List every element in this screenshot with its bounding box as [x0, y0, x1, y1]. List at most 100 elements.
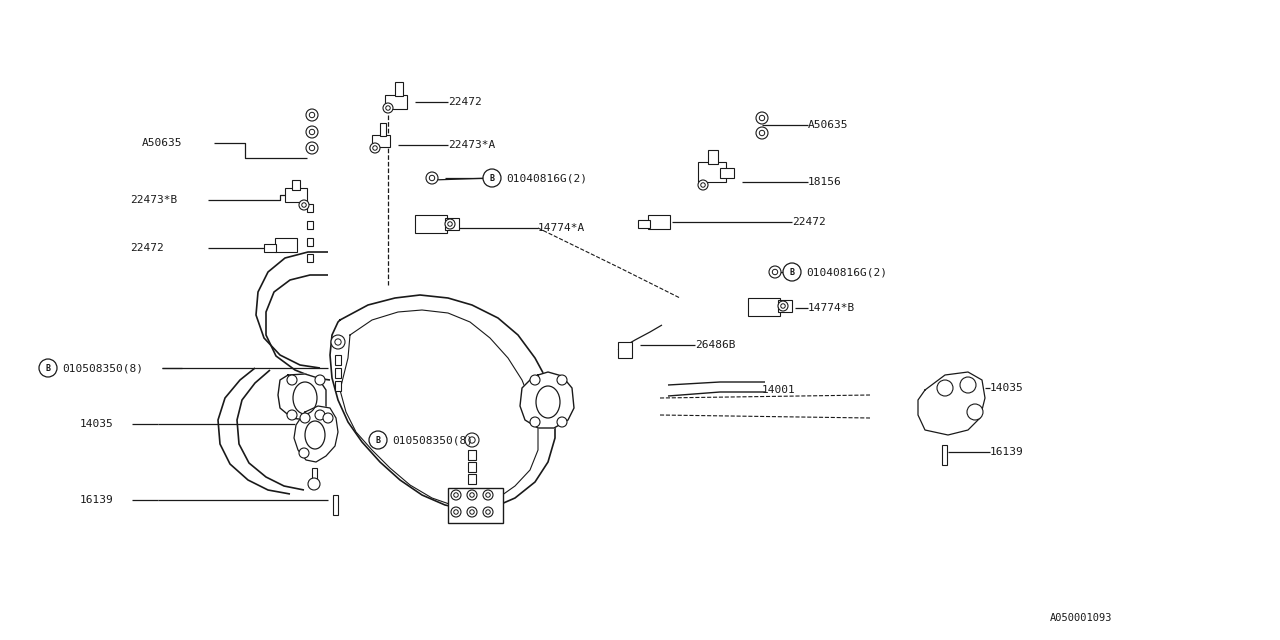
Polygon shape — [330, 295, 556, 510]
Text: 18156: 18156 — [808, 177, 842, 187]
Text: 16139: 16139 — [989, 447, 1024, 457]
Bar — [307, 221, 314, 229]
Circle shape — [530, 375, 540, 385]
Circle shape — [759, 115, 764, 121]
Circle shape — [470, 493, 475, 497]
Text: 22472: 22472 — [792, 217, 826, 227]
Circle shape — [308, 478, 320, 490]
Circle shape — [772, 269, 778, 275]
Text: B: B — [790, 268, 795, 276]
Circle shape — [300, 448, 308, 458]
Circle shape — [778, 301, 788, 311]
Circle shape — [453, 509, 458, 515]
Polygon shape — [294, 406, 338, 462]
Circle shape — [467, 490, 477, 500]
Bar — [748, 298, 780, 316]
Text: B: B — [489, 173, 494, 182]
Text: 14035: 14035 — [81, 419, 114, 429]
Circle shape — [483, 490, 493, 500]
Circle shape — [300, 200, 308, 210]
Bar — [380, 123, 387, 136]
Circle shape — [369, 431, 387, 449]
Bar — [637, 220, 650, 228]
Bar — [618, 342, 632, 358]
Text: A50635: A50635 — [808, 120, 849, 130]
Bar — [307, 238, 314, 246]
Circle shape — [306, 126, 317, 138]
Circle shape — [470, 509, 475, 515]
Circle shape — [38, 359, 58, 377]
Circle shape — [332, 335, 346, 349]
Text: 01040816G(2): 01040816G(2) — [506, 173, 588, 183]
Text: 14774*A: 14774*A — [538, 223, 585, 233]
Circle shape — [557, 375, 567, 385]
Circle shape — [287, 410, 297, 420]
Circle shape — [700, 183, 705, 188]
Bar — [468, 462, 476, 472]
Circle shape — [448, 221, 452, 227]
Circle shape — [310, 129, 315, 134]
Text: 22473*A: 22473*A — [448, 140, 495, 150]
Circle shape — [465, 433, 479, 447]
Text: 16139: 16139 — [81, 495, 114, 505]
Bar — [445, 218, 460, 230]
Circle shape — [323, 413, 333, 423]
Circle shape — [756, 127, 768, 139]
Bar — [307, 204, 314, 212]
Text: A50635: A50635 — [142, 138, 183, 148]
Bar — [942, 445, 947, 465]
Bar — [415, 215, 447, 233]
Circle shape — [385, 106, 390, 110]
Circle shape — [287, 375, 297, 385]
Polygon shape — [918, 372, 986, 435]
Bar — [385, 95, 407, 109]
Bar — [721, 168, 733, 178]
Circle shape — [557, 417, 567, 427]
Bar — [292, 180, 300, 190]
Circle shape — [759, 131, 764, 136]
Bar — [468, 450, 476, 460]
Bar — [264, 244, 276, 252]
Text: 14035: 14035 — [989, 383, 1024, 393]
Bar — [285, 188, 307, 202]
Bar — [698, 162, 726, 182]
Circle shape — [451, 490, 461, 500]
Text: 22472: 22472 — [448, 97, 481, 107]
Ellipse shape — [536, 386, 561, 418]
Circle shape — [426, 172, 438, 184]
Circle shape — [960, 377, 977, 393]
Circle shape — [698, 180, 708, 190]
Circle shape — [310, 145, 315, 150]
Circle shape — [756, 112, 768, 124]
Circle shape — [451, 507, 461, 517]
Circle shape — [485, 493, 490, 497]
Bar — [448, 488, 503, 523]
Text: 22472: 22472 — [131, 243, 164, 253]
Text: 14001: 14001 — [762, 385, 796, 395]
Circle shape — [966, 404, 983, 420]
Circle shape — [383, 103, 393, 113]
Text: 22473*B: 22473*B — [131, 195, 177, 205]
Polygon shape — [278, 374, 326, 420]
Bar — [778, 300, 792, 312]
Circle shape — [315, 410, 325, 420]
Ellipse shape — [305, 421, 325, 449]
Bar — [648, 215, 669, 229]
Text: 010508350(8): 010508350(8) — [392, 435, 474, 445]
Circle shape — [530, 417, 540, 427]
Circle shape — [315, 375, 325, 385]
Text: 14774*B: 14774*B — [808, 303, 855, 313]
Text: A050001093: A050001093 — [1050, 613, 1112, 623]
Circle shape — [485, 509, 490, 515]
Bar — [468, 474, 476, 484]
Bar — [333, 495, 338, 515]
Ellipse shape — [293, 382, 317, 414]
Circle shape — [306, 142, 317, 154]
Bar — [708, 150, 718, 164]
Bar — [335, 368, 340, 378]
Text: 26486B: 26486B — [695, 340, 736, 350]
Bar — [335, 381, 340, 391]
Bar — [372, 135, 390, 147]
Circle shape — [769, 266, 781, 278]
Bar — [275, 238, 297, 252]
